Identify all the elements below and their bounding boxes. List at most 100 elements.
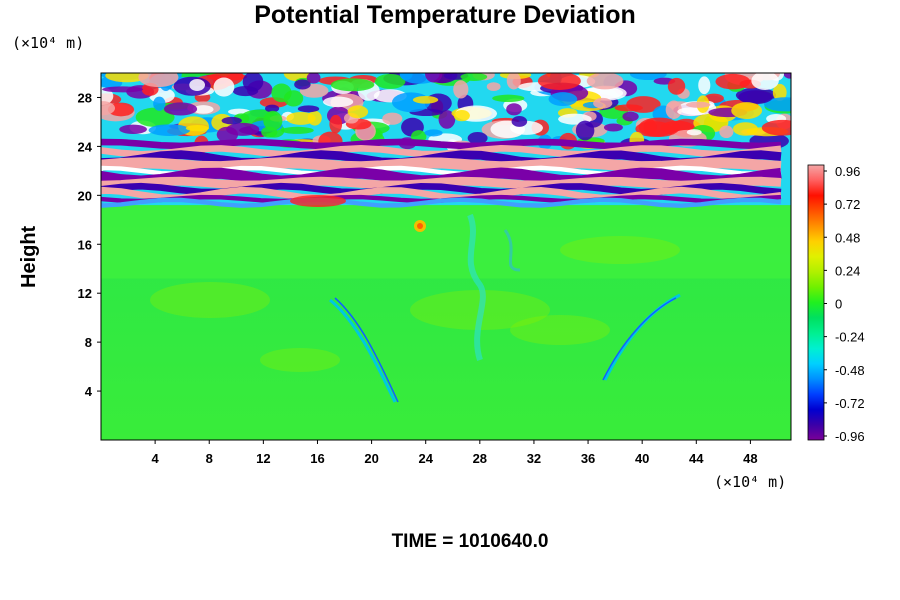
turbulence-blob [306,73,321,84]
wave-band [101,176,782,190]
turbulence-blob [265,104,280,113]
colorbar-gradient [807,164,825,441]
wave-band [101,138,782,150]
y-tick-label: 24 [78,139,93,154]
turbulence-blob [271,83,292,103]
turbulence-blob [135,107,175,127]
turbulence-blob [603,123,623,132]
turbulence-blob [382,112,403,125]
turbulence-blob [453,109,470,122]
x-axis-unit: (×10⁴ m) [714,473,787,491]
turbulence-blob [614,104,643,112]
turbulence-blob [286,112,316,125]
x-tick-label: 20 [364,451,378,466]
turbulence-blob [629,73,667,81]
x-tick-label: 32 [527,451,541,466]
turbulence-blob [586,73,624,90]
turbulence-blob [192,105,214,114]
turbulence-blob [221,116,242,125]
x-tick-label: 8 [206,451,213,466]
plume [467,213,486,361]
x-axis: 4 8 12 16 20 24 28 32 36 40 44 48 [152,440,758,466]
colorbar-tick-label: -0.24 [835,330,865,345]
turbulence-blob [438,110,456,129]
colorbar: 0.96 0.72 0.48 0.24 0 -0.24 -0.48 -0.72 -0.96 [807,164,865,444]
turbulence-blob [719,125,734,139]
turbulence-blob [163,102,198,116]
colorbar-tick-label: -0.96 [835,429,865,444]
turbulence-blob [232,85,259,97]
turbulence-blob [424,129,443,137]
x-tick-label: 48 [743,451,757,466]
turbulence-blob [412,95,439,104]
turbulence-blob [622,111,639,122]
turbulence-blob [322,96,354,108]
warm-patch [510,315,610,345]
colorbar-tick-label: 0.48 [835,230,860,245]
turbulence-blob [261,126,278,138]
x-tick-label: 28 [473,451,487,466]
turbulence-blob [643,119,657,135]
turbulence-blob [761,119,791,136]
turbulence-blob [506,73,521,90]
turbulence-blob [665,100,682,119]
x-tick-label: 16 [310,451,324,466]
turbulence-blob [374,73,406,89]
wave-arc-left [329,298,397,403]
turbulence-blob [593,97,613,109]
y-axis-unit: (×10⁴ m) [12,34,85,52]
turbulence-blob [548,92,578,106]
turbulence-blob [492,94,525,102]
y-tick-label: 4 [85,384,93,399]
turbulence-blob [731,102,763,119]
turbulence-blob [511,116,528,127]
turbulence-blob [486,82,501,92]
turbulence-blob [101,87,114,105]
turbulence-blob [213,77,235,97]
turbulence-blob [733,122,758,136]
turbulence-blob [138,73,179,88]
turbulence-blob [297,105,320,113]
turbulence-blob [686,129,702,136]
chart-title: Potential Temperature Deviation [254,1,636,29]
turbulence-blob [185,125,209,132]
x-tick-label: 4 [152,451,160,466]
turbulence-blob [263,110,283,131]
x-tick-label: 36 [581,451,595,466]
mid-layer [101,205,791,279]
wave-band [101,157,782,173]
turbulence-blob [667,77,686,95]
heatmap-field [101,73,791,440]
colorbar-tick-label: 0.24 [835,263,860,278]
turbulence-blob [506,103,522,116]
warm-patch [560,236,680,264]
turbulence-blob [453,80,469,99]
warm-patch [150,282,270,318]
colorbar-tick-label: -0.72 [835,396,865,411]
turbulence-blob [698,76,711,95]
turbulence-blob [399,73,413,81]
turbulence-blob [537,73,581,90]
turbulence-blob [119,124,147,134]
y-tick-label: 12 [78,286,92,301]
wave-arc-left-core [334,297,399,403]
colorbar-tick-label: 0.72 [835,197,860,212]
y-tick-label: 8 [85,335,92,350]
turbulence-blob [330,78,375,92]
warm-patch [260,348,340,372]
y-tick-label: 16 [78,237,92,252]
turbulence-blob [148,124,191,137]
turbulence-blob [703,93,724,103]
turbulence-blob [685,101,711,108]
turbulence-blob [783,73,791,79]
wave-band [101,144,782,158]
x-tick-label: 12 [256,451,270,466]
x-tick-label: 44 [689,451,704,466]
wave-band [101,197,782,208]
wave-arc-right-core [602,297,677,381]
warm-band-edge [290,195,346,207]
turbulence-blob [101,101,116,116]
turbulence-blob [207,73,248,81]
turbulence-blob [294,79,311,90]
